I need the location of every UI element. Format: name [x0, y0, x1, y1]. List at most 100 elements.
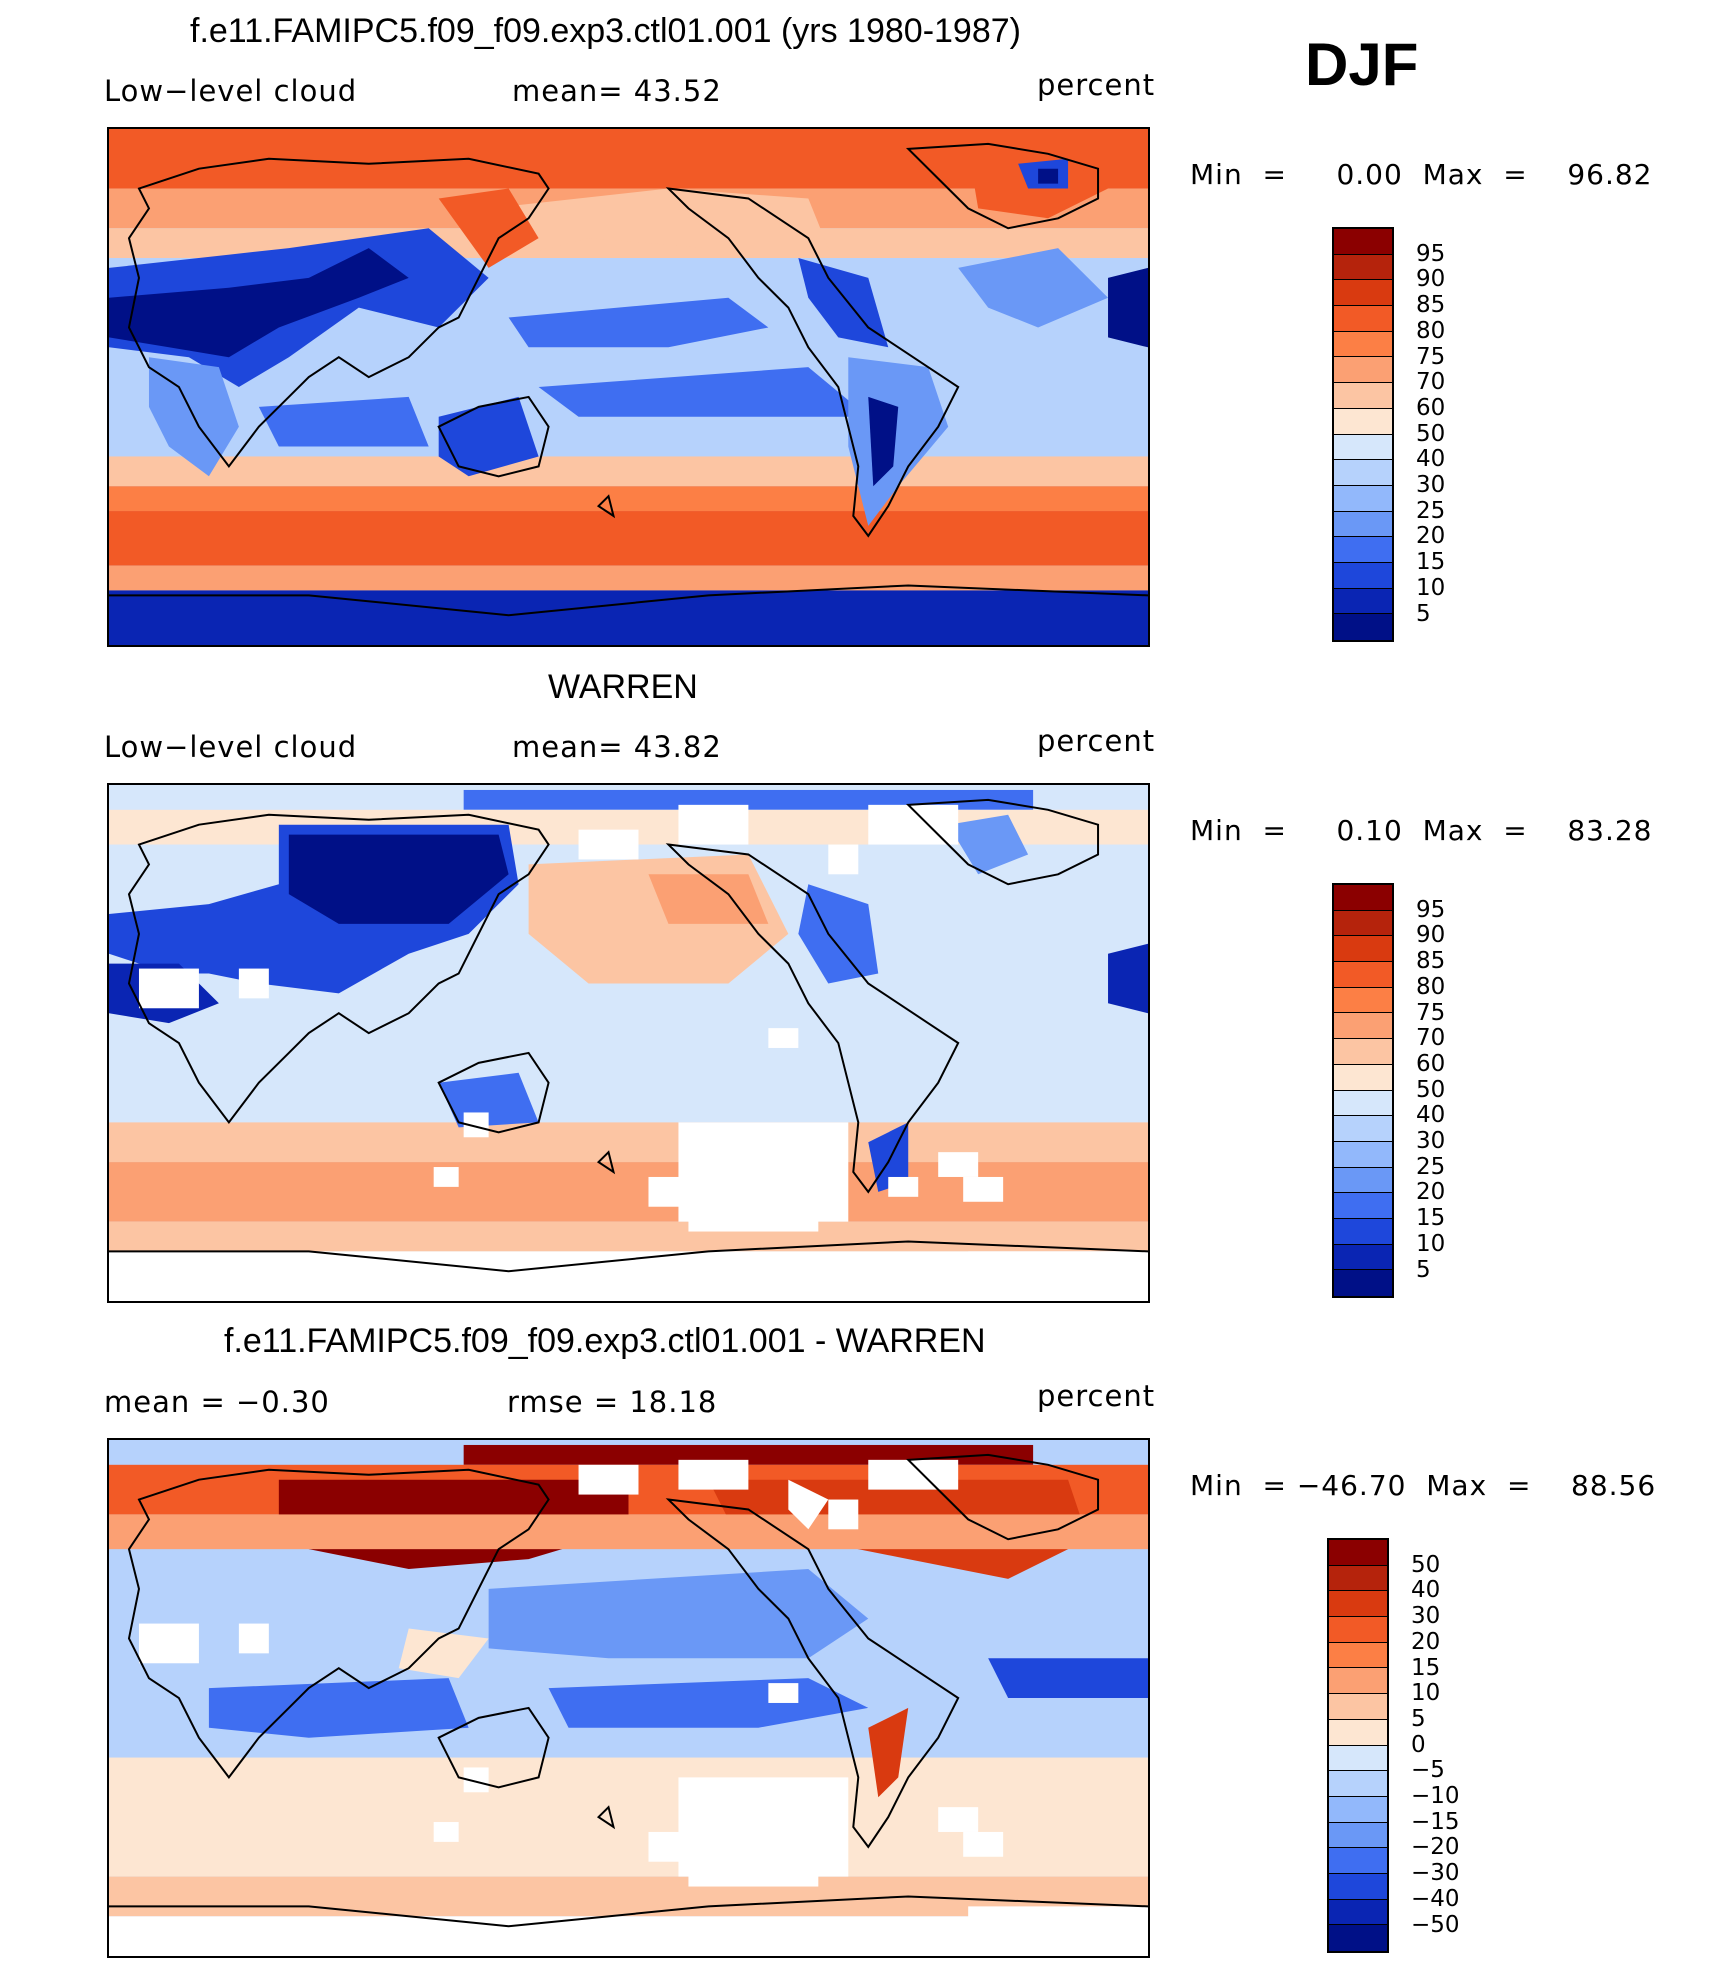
- colorbar-cell: [1329, 1642, 1387, 1669]
- colorbar-cell: [1334, 1064, 1392, 1091]
- colorbar-cell: [1334, 408, 1392, 435]
- panel2-units-label: percent: [1037, 724, 1156, 758]
- colorbar-cell: [1334, 460, 1392, 486]
- panel2-mean-label: mean= 43.82: [512, 730, 722, 764]
- colorbar-tick-label: −5: [1411, 1757, 1445, 1784]
- colorbar-cell: [1329, 1565, 1387, 1592]
- panel3-title: f.e11.FAMIPC5.f09_f09.exp3.ctl01.001 - W…: [224, 1322, 986, 1360]
- colorbar-cell: [1329, 1719, 1387, 1746]
- colorbar-cell: [1329, 1873, 1387, 1900]
- panel3-colorbar-cells: [1327, 1538, 1389, 1953]
- panel1-mean-label: mean= 43.52: [512, 74, 722, 108]
- colorbar-tick-label: −30: [1411, 1860, 1460, 1887]
- panel3-units-label: percent: [1037, 1379, 1156, 1413]
- colorbar-cell: [1329, 1925, 1387, 1951]
- colorbar-cell: [1329, 1694, 1387, 1720]
- colorbar-cell: [1334, 1013, 1392, 1040]
- colorbar-tick-label: −10: [1411, 1783, 1460, 1809]
- panel3-rmse-label: rmse = 18.18: [507, 1385, 718, 1419]
- colorbar-cell: [1334, 962, 1392, 988]
- colorbar-tick-label: 10: [1416, 1230, 1446, 1257]
- colorbar-tick-label: 20: [1411, 1628, 1441, 1655]
- colorbar-tick-label: 70: [1416, 369, 1446, 396]
- colorbar-cell: [1334, 306, 1392, 332]
- colorbar-tick-label: 30: [1411, 1603, 1441, 1630]
- colorbar-cell: [1334, 485, 1392, 512]
- panel3-map: [107, 1438, 1150, 1958]
- panel2-map: [107, 783, 1150, 1303]
- panel2-map-graphic: [109, 785, 1148, 1301]
- colorbar-tick-label: 95: [1416, 896, 1446, 923]
- colorbar-cell: [1334, 1218, 1392, 1245]
- colorbar-cell: [1334, 987, 1392, 1014]
- colorbar-cell: [1334, 1270, 1392, 1296]
- colorbar-tick-label: 10: [1411, 1680, 1441, 1707]
- colorbar-tick-label: 60: [1416, 1050, 1446, 1077]
- panel1-units-label: percent: [1037, 68, 1156, 102]
- panel3-mean-label: mean = −0.30: [104, 1385, 330, 1419]
- colorbar-cell: [1334, 1244, 1392, 1271]
- colorbar-tick-label: 15: [1416, 549, 1446, 576]
- colorbar-cell: [1329, 1771, 1387, 1797]
- colorbar-cell: [1334, 1116, 1392, 1142]
- colorbar-tick-label: 50: [1411, 1551, 1441, 1578]
- panel1-colorbar-cells: [1332, 227, 1394, 642]
- colorbar-cell: [1334, 562, 1392, 589]
- colorbar-tick-label: 5: [1416, 600, 1431, 627]
- colorbar-cell: [1334, 383, 1392, 409]
- colorbar-cell: [1334, 357, 1392, 384]
- colorbar-tick-label: 60: [1416, 394, 1446, 421]
- colorbar-tick-label: 0: [1411, 1731, 1426, 1758]
- panel1-map: [107, 127, 1150, 647]
- season-label: DJF: [1305, 31, 1419, 98]
- colorbar-tick-label: 40: [1416, 1102, 1446, 1129]
- colorbar-cell: [1334, 254, 1392, 281]
- colorbar-cell: [1334, 537, 1392, 563]
- panel3-map-graphic: [109, 1440, 1148, 1956]
- panel3-minmax: Min = −46.70 Max = 88.56: [1190, 1469, 1657, 1502]
- colorbar-tick-label: 95: [1416, 240, 1446, 267]
- colorbar-tick-label: 90: [1416, 922, 1446, 949]
- colorbar-tick-label: 75: [1416, 999, 1446, 1026]
- colorbar-tick-label: 30: [1416, 1128, 1446, 1154]
- colorbar-cell: [1329, 1796, 1387, 1823]
- colorbar-tick-label: 75: [1416, 343, 1446, 370]
- colorbar-tick-label: 85: [1416, 292, 1446, 319]
- colorbar-tick-label: −50: [1411, 1911, 1460, 1938]
- colorbar-cell: [1329, 1668, 1387, 1695]
- colorbar-tick-label: 15: [1411, 1654, 1441, 1681]
- colorbar-tick-label: 20: [1416, 1179, 1446, 1206]
- colorbar-tick-label: 20: [1416, 523, 1446, 550]
- colorbar-tick-label: −15: [1411, 1808, 1460, 1835]
- colorbar-cell: [1329, 1591, 1387, 1618]
- colorbar-tick-label: 10: [1416, 574, 1446, 601]
- colorbar-cell: [1329, 1617, 1387, 1643]
- colorbar-cell: [1334, 280, 1392, 307]
- colorbar-tick-label: 30: [1416, 472, 1446, 498]
- colorbar-cell: [1334, 588, 1392, 615]
- colorbar-tick-label: −40: [1411, 1885, 1460, 1912]
- colorbar-tick-label: 25: [1416, 1153, 1446, 1180]
- colorbar-cell: [1334, 936, 1392, 963]
- colorbar-cell: [1334, 1039, 1392, 1065]
- colorbar-cell: [1334, 1193, 1392, 1219]
- panel2-colorbar-cells: [1332, 883, 1394, 1298]
- colorbar-cell: [1334, 434, 1392, 461]
- panel2-title: WARREN: [548, 668, 698, 706]
- colorbar-cell: [1334, 1090, 1392, 1117]
- colorbar-cell: [1329, 1822, 1387, 1849]
- colorbar-tick-label: 25: [1416, 497, 1446, 524]
- colorbar-tick-label: 70: [1416, 1025, 1446, 1052]
- panel1-variable-label: Low−level cloud: [104, 74, 358, 108]
- colorbar-tick-label: 50: [1416, 1076, 1446, 1103]
- colorbar-cell: [1329, 1848, 1387, 1874]
- colorbar-cell: [1334, 1141, 1392, 1168]
- colorbar-tick-label: 50: [1416, 420, 1446, 447]
- colorbar-tick-label: 90: [1416, 266, 1446, 293]
- colorbar-cell: [1329, 1899, 1387, 1926]
- panel1-minmax: Min = 0.00 Max = 96.82: [1190, 158, 1653, 191]
- colorbar-tick-label: 80: [1416, 317, 1446, 344]
- colorbar-cell: [1334, 229, 1392, 255]
- colorbar-cell: [1334, 331, 1392, 358]
- colorbar-tick-label: 15: [1416, 1205, 1446, 1232]
